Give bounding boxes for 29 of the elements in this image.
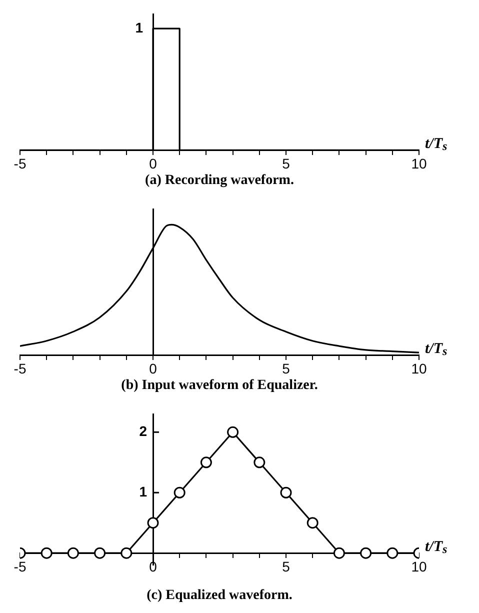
point (200, 456, 212, 468)
point (306, 517, 318, 529)
x-tick-label: -5 (14, 155, 26, 172)
text: (a) Recording waveform. (145, 173, 294, 188)
point (280, 486, 292, 498)
text: (b) Input waveform of Equalizer. (121, 378, 318, 394)
point (40, 547, 52, 559)
y-tick-label: 2 (139, 423, 148, 440)
x-tick-label: 0 (149, 360, 158, 376)
point (360, 547, 372, 559)
point (174, 486, 186, 498)
point (227, 426, 239, 438)
point (386, 547, 398, 559)
x-tick-label: 10 (411, 155, 427, 172)
x-tick-label: -5 (14, 558, 26, 574)
x-tick-label: 10 (411, 360, 427, 376)
point (254, 456, 266, 468)
x-tick-label: 10 (411, 558, 427, 574)
point (67, 547, 79, 559)
text: (c) Equalized waveform. (146, 588, 292, 604)
x-tick-label: 5 (282, 155, 290, 172)
x-tick-label: 5 (282, 558, 290, 574)
x-tick-label: 5 (282, 360, 290, 376)
x-tick-label: -5 (14, 360, 26, 376)
point (120, 547, 132, 559)
point (147, 517, 159, 529)
point (94, 547, 106, 559)
x-tick-label: 0 (149, 155, 158, 172)
point (333, 547, 345, 559)
